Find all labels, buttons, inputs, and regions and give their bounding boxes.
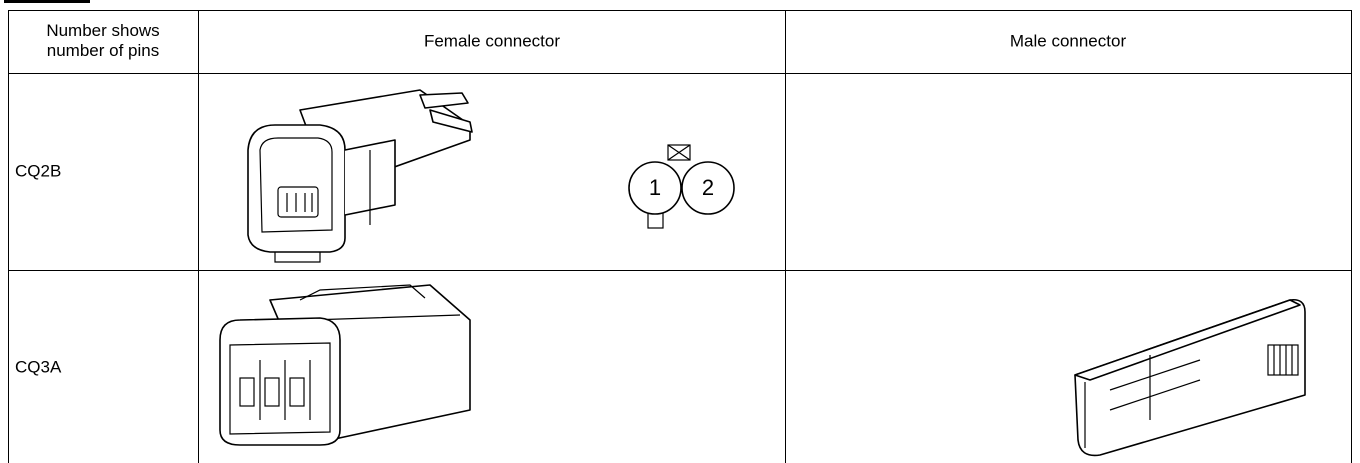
header-cell: Number shows number of pins: [46, 21, 159, 60]
female-connector-cq2b: [247, 89, 473, 263]
header-cell: Female connector: [424, 31, 560, 50]
female-connector-cq3a: [219, 284, 471, 446]
connector-name: CQ2B: [15, 161, 61, 180]
table-grid: [8, 10, 1352, 463]
cut-heading: [4, 0, 90, 3]
pin-diagram: [628, 144, 735, 229]
male-connector-cq3a: [1074, 298, 1306, 457]
top-strip: [0, 0, 1360, 10]
header-cell: Male connector: [1010, 31, 1127, 50]
pin-label: 2: [702, 175, 714, 200]
connector-name: CQ3A: [15, 357, 62, 376]
pin-label: 1: [649, 175, 661, 200]
